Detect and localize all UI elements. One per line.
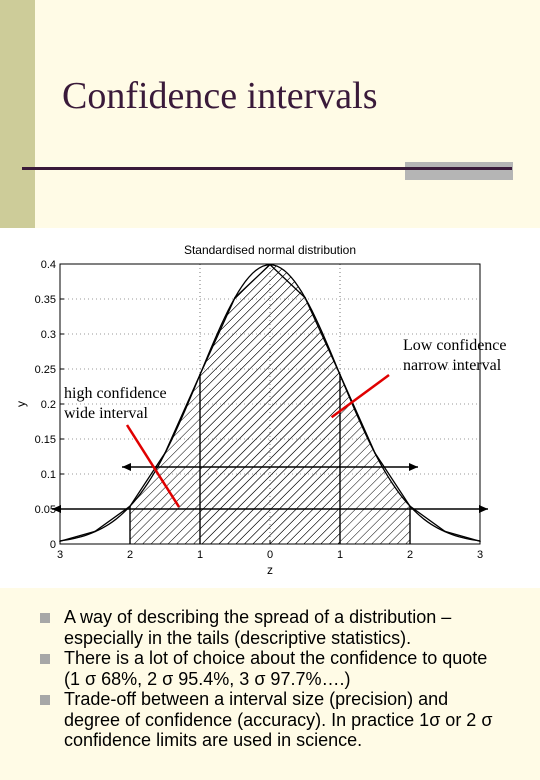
annotation-pointer-low (330, 373, 390, 419)
y-axis-label: y (14, 401, 28, 407)
square-bullet-icon (40, 695, 50, 705)
bullet-item: Trade-off between a interval size (preci… (40, 689, 500, 751)
y-tick-label: 0.1 (41, 469, 56, 481)
arrowhead-right (409, 463, 418, 471)
annotation-high-confidence: high confidence wide interval (64, 384, 167, 424)
decorative-side-bar (0, 0, 35, 228)
title-rule (22, 167, 512, 170)
y-tick-label: 0.4 (41, 259, 56, 271)
x-tick-label: 2 (127, 549, 133, 561)
data-point (374, 452, 376, 454)
annotation-high-line2: wide interval (64, 405, 148, 422)
arrowhead-right (479, 505, 488, 513)
annotation-low-confidence: Low confidence narrow interval (403, 336, 507, 376)
x-tick-label: 1 (337, 549, 343, 561)
title-rule-accent (405, 162, 513, 180)
x-tick-label: 0 (267, 549, 273, 561)
data-point (304, 296, 306, 299)
data-point (234, 296, 236, 299)
y-tick-label: 0.2 (41, 399, 56, 411)
bullet-item: There is a lot of choice about the confi… (40, 648, 500, 689)
x-tick-label: 3 (57, 549, 63, 561)
annotation-pointer-high (125, 424, 181, 508)
square-bullet-icon (40, 613, 50, 623)
bullet-text: There is a lot of choice about the confi… (64, 648, 488, 689)
annotation-low-line2: narrow interval (403, 357, 502, 374)
data-point (94, 530, 96, 533)
data-point (164, 452, 166, 454)
x-tick-label: 3 (477, 549, 483, 561)
slide-title: Confidence intervals (62, 75, 378, 117)
y-tick-label: 0.3 (41, 329, 56, 341)
bullet-list: A way of describing the spread of a dist… (40, 607, 500, 751)
y-tick-label: 0.25 (35, 364, 56, 376)
arrowhead-left (52, 505, 61, 513)
bullet-text: A way of describing the spread of a dist… (64, 607, 452, 648)
x-axis-label: z (267, 563, 273, 577)
shaded-interval (200, 264, 340, 544)
y-tick-label: 0.15 (35, 434, 56, 446)
arrowhead-left (122, 463, 131, 471)
chart-title: Standardised normal distribution (184, 243, 356, 257)
bullet-item: A way of describing the spread of a dist… (40, 607, 500, 648)
chart-figure: 0 0.05 0.1 0.15 0.2 0.25 0.3 0.35 0.4 3 2 1 0 1 2 3 Stan… (0, 228, 540, 588)
x-tick-label: 1 (197, 549, 203, 561)
annotation-high-line1: high confidence (64, 385, 167, 402)
bullet-text: Trade-off between a interval size (preci… (64, 689, 493, 750)
data-point (444, 530, 446, 533)
y-tick-label: 0.05 (35, 504, 56, 516)
y-tick-label: 0.35 (35, 294, 56, 306)
square-bullet-icon (40, 654, 50, 664)
x-tick-label: 2 (407, 549, 413, 561)
y-tick-label: 0 (50, 539, 56, 551)
normal-distribution-chart: 0 0.05 0.1 0.15 0.2 0.25 0.3 0.35 0.4 3 2 1 0 1 2 3 Stan… (14, 243, 488, 577)
annotation-low-line1: Low confidence (403, 337, 507, 354)
